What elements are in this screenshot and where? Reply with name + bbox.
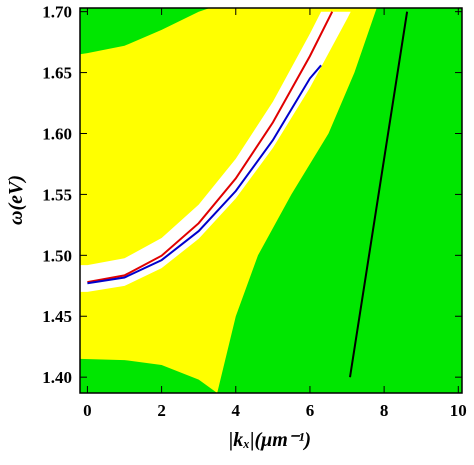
x-tick-label: 4: [232, 401, 241, 420]
region: [80, 8, 210, 55]
y-tick-label: 1.70: [42, 3, 72, 22]
curve: [87, 64, 322, 285]
x-tick-label: 8: [380, 401, 389, 420]
x-tick-label: 6: [306, 401, 315, 420]
y-tick-label: 1.45: [42, 307, 72, 326]
frame: [79, 7, 463, 394]
y-tick-label: 1.65: [42, 64, 72, 83]
plot-area: [80, 8, 462, 393]
axes: 0 2 4 6 8 10 1.40 1.45 1.50 1.55 1.60 1.65 1.70: [42, 3, 467, 420]
y-tick-label: 1.40: [42, 368, 72, 387]
y-axis-label: ω(eV): [5, 175, 27, 225]
region: [80, 11, 351, 292]
x-tick-label: 2: [157, 401, 166, 420]
curve: [349, 11, 409, 378]
x-tick-label: 10: [450, 401, 467, 420]
curve: [87, 11, 334, 284]
x-tick-label: 0: [83, 401, 92, 420]
y-tick-label: 1.50: [42, 246, 72, 265]
y-tick-label: 1.60: [42, 124, 72, 143]
x-axis-label: |kₓ|(μm⁻¹): [229, 429, 311, 451]
y-tick-label: 1.55: [42, 185, 72, 204]
